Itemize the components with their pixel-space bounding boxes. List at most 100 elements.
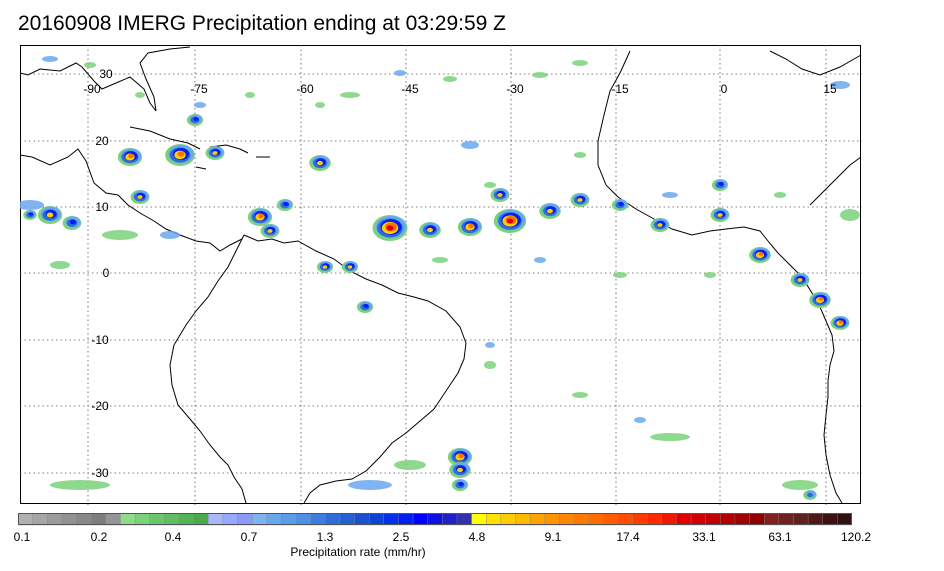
colorbar-swatch bbox=[295, 513, 312, 526]
rain-cell bbox=[461, 141, 479, 149]
latitude-label: 20 bbox=[95, 134, 109, 148]
rain-cell bbox=[386, 225, 394, 231]
rain-cell bbox=[758, 252, 764, 256]
rain-cell bbox=[574, 152, 586, 158]
latitude-label: 10 bbox=[95, 200, 109, 214]
precipitation-map: -90 -75 -60 -45 -30 -15 0 15 30 20 10 0 -10 -20 -30 bbox=[20, 45, 862, 505]
rain-cell bbox=[245, 92, 255, 98]
rain-cell bbox=[193, 117, 199, 121]
rain-cell bbox=[20, 200, 44, 210]
colorbar-swatch bbox=[837, 513, 852, 526]
colorbar-swatch bbox=[383, 513, 399, 526]
colorbar-swatch bbox=[368, 513, 385, 526]
colorbar-swatch bbox=[105, 513, 121, 526]
rain-cell bbox=[718, 182, 724, 186]
colorbar-swatch bbox=[193, 513, 209, 526]
colorbar-swatch bbox=[47, 513, 63, 526]
colorbar-swatch bbox=[690, 513, 707, 526]
rain-cell bbox=[534, 257, 546, 263]
rain-cell bbox=[497, 193, 503, 197]
rain-cell bbox=[547, 208, 553, 214]
rain-cell bbox=[484, 182, 496, 188]
colorbar-swatch bbox=[500, 513, 516, 526]
colorbar-frame bbox=[18, 513, 852, 525]
colorbar-swatch bbox=[646, 513, 663, 526]
colorbar-swatch bbox=[76, 513, 92, 526]
colorbar-swatch bbox=[807, 513, 824, 526]
rain-cell bbox=[69, 219, 77, 225]
colorbar-swatch bbox=[764, 513, 780, 526]
rain-cell bbox=[283, 202, 289, 206]
colorbar-swatch bbox=[208, 513, 224, 526]
rain-cell bbox=[315, 102, 325, 108]
rain-cell bbox=[135, 92, 145, 98]
rain-cell bbox=[42, 56, 58, 62]
colorbar-swatch bbox=[632, 513, 648, 526]
colorbar-swatch bbox=[120, 513, 136, 526]
colorbar-tick-label: 0.2 bbox=[90, 530, 108, 544]
colorbar-swatch bbox=[32, 513, 48, 526]
colorbar-tick-label: 0.4 bbox=[164, 530, 182, 544]
colorbar-swatch bbox=[529, 513, 546, 526]
precipitation-colorbar bbox=[18, 513, 852, 526]
rain-cell bbox=[613, 272, 627, 278]
colorbar-swatch bbox=[471, 513, 487, 526]
rain-cell bbox=[267, 229, 273, 233]
rain-cell bbox=[458, 453, 464, 459]
rain-cell bbox=[532, 72, 548, 78]
coastlines bbox=[20, 46, 862, 504]
rain-cell bbox=[458, 482, 464, 486]
rain-cell bbox=[317, 160, 323, 166]
colorbar-swatch bbox=[325, 513, 341, 526]
colorbar-swatch bbox=[749, 513, 765, 526]
colorbar-tick-label: 63.1 bbox=[768, 530, 792, 544]
rain-cell bbox=[432, 257, 448, 263]
rain-cell bbox=[322, 265, 328, 269]
colorbar-swatch bbox=[398, 513, 414, 526]
rain-cell bbox=[818, 297, 824, 301]
colorbar-tick-label: 0.1 bbox=[13, 530, 31, 544]
colorbar-tick-label: 33.1 bbox=[692, 530, 716, 544]
colorbar-swatch bbox=[705, 513, 721, 526]
rain-cell bbox=[50, 261, 70, 269]
longitude-label: -45 bbox=[401, 82, 419, 96]
colorbar-swatch bbox=[281, 513, 297, 526]
rain-cell bbox=[348, 480, 392, 490]
colorbar-swatch bbox=[178, 513, 195, 526]
latitude-labels: 30 20 10 0 -10 -20 -30 bbox=[91, 67, 113, 480]
colorbar-swatch bbox=[720, 513, 736, 526]
rain-cell bbox=[634, 417, 646, 423]
rain-cell bbox=[258, 213, 264, 219]
rain-cell bbox=[577, 198, 583, 202]
colorbar-swatch bbox=[617, 513, 634, 526]
rain-cell bbox=[340, 92, 360, 98]
rain-cell bbox=[657, 223, 663, 227]
colorbar-swatch bbox=[61, 513, 78, 526]
colorbar-swatch bbox=[442, 513, 458, 526]
precipitation-field bbox=[20, 56, 860, 500]
rain-cell bbox=[717, 213, 723, 217]
rain-cell bbox=[427, 227, 433, 233]
colorbar-swatch bbox=[559, 513, 575, 526]
rain-cell bbox=[838, 320, 844, 324]
map-frame bbox=[20, 45, 861, 504]
rain-cell bbox=[84, 62, 96, 68]
rain-cell bbox=[50, 480, 110, 490]
colorbar-swatch bbox=[427, 513, 443, 526]
colorbar-swatch bbox=[149, 513, 165, 526]
colorbar-swatch bbox=[661, 513, 677, 526]
colorbar-swatch bbox=[544, 513, 560, 526]
rain-cell bbox=[797, 278, 803, 282]
longitude-label: -75 bbox=[190, 82, 208, 96]
colorbar-swatch bbox=[412, 513, 429, 526]
colorbar-tick-label: 2.5 bbox=[392, 530, 410, 544]
rain-cell bbox=[840, 209, 860, 221]
longitude-labels: -90 -75 -60 -45 -30 -15 0 15 bbox=[83, 82, 837, 96]
colorbar-swatch bbox=[778, 513, 794, 526]
colorbar-swatch bbox=[456, 513, 473, 526]
rain-cell bbox=[137, 195, 143, 199]
rain-cell bbox=[363, 304, 369, 308]
rain-cell bbox=[484, 361, 496, 369]
rain-cell bbox=[394, 70, 406, 76]
longitude-label: -60 bbox=[296, 82, 314, 96]
